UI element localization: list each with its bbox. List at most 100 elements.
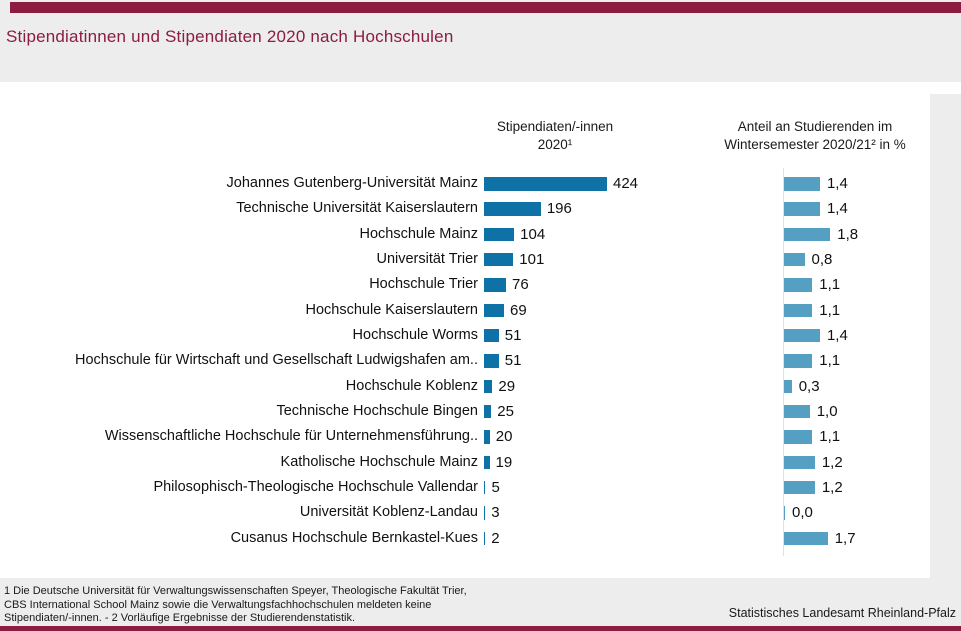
count-value: 196 <box>546 200 572 218</box>
percent-bar <box>784 379 792 394</box>
percent-value: 1,8 <box>837 225 859 243</box>
percent-bar <box>784 227 831 242</box>
percent-bar <box>784 531 828 546</box>
count-bar <box>484 480 486 495</box>
count-value: 19 <box>495 453 513 471</box>
table-row: Johannes Gutenberg-Universität Mainz 424 1… <box>0 171 961 196</box>
percent-bar <box>784 303 813 318</box>
category-label: Hochschule Worms <box>352 326 478 343</box>
table-row: Hochschule Worms 51 1,4 <box>0 323 961 348</box>
count-value: 5 <box>491 478 500 496</box>
category-label: Universität Trier <box>376 250 478 267</box>
count-bar <box>484 227 515 242</box>
percent-bar <box>784 455 815 470</box>
footnote: 1 Die Deutsche Universität für Verwaltun… <box>4 585 467 625</box>
count-bar <box>484 455 490 470</box>
percent-bar <box>784 480 815 495</box>
count-bar <box>484 506 486 520</box>
percent-value: 1,4 <box>826 175 848 192</box>
count-bar <box>484 177 607 191</box>
count-value: 51 <box>504 352 522 370</box>
count-value: 20 <box>495 428 513 446</box>
count-bar <box>484 303 505 318</box>
percent-value: 1,4 <box>826 326 848 344</box>
category-label: Hochschule Mainz <box>359 225 478 242</box>
percent-bar <box>784 177 820 191</box>
table-row: Hochschule Trier 76 1,1 <box>0 272 961 297</box>
count-bar <box>484 379 493 394</box>
top-accent-bar <box>10 2 961 13</box>
table-row: Cusanus Hochschule Bernkastel-Kues 2 1,7 <box>0 526 961 551</box>
table-row: Wissenschaftliche Hochschule für Unterne… <box>0 424 961 449</box>
table-row: Hochschule Kaiserslautern 69 1,1 <box>0 298 961 323</box>
category-label: Hochschule für Wirtschaft und Gesellscha… <box>75 352 478 369</box>
count-bar <box>484 354 499 368</box>
column-header-count: Stipendiaten/-innen 2020¹ <box>496 119 614 152</box>
category-label: Universität Koblenz-Landau <box>299 504 478 521</box>
count-value: 3 <box>491 504 500 522</box>
count-value: 29 <box>498 377 516 395</box>
category-label: Katholische Hochschule Mainz <box>280 453 478 470</box>
count-value: 69 <box>510 301 527 319</box>
table-row: Universität Trier 101 0,8 <box>0 247 961 272</box>
category-label: Wissenschaftliche Hochschule für Unterne… <box>104 428 478 445</box>
category-label: Technische Hochschule Bingen <box>276 402 478 419</box>
chart-panel: Stipendiaten/-innen 2020¹ Anteil an Stud… <box>0 82 930 578</box>
percent-bar <box>784 278 813 292</box>
table-row: Technische Universität Kaiserslautern 196… <box>0 196 961 221</box>
category-label: Hochschule Trier <box>369 276 478 293</box>
percent-bar <box>784 430 813 444</box>
percent-bar <box>784 202 820 216</box>
table-row: Hochschule Mainz 104 1,8 <box>0 222 961 247</box>
bottom-accent-bar <box>0 626 961 631</box>
page-title: Stipendiatinnen und Stipendiaten 2020 na… <box>6 27 454 46</box>
count-value: 424 <box>613 175 639 192</box>
count-bar <box>484 404 492 419</box>
category-label: Hochschule Koblenz <box>345 377 478 394</box>
category-label: Technische Universität Kaiserslautern <box>236 200 478 217</box>
count-value: 101 <box>519 250 545 268</box>
table-row: Philosophisch-Theologische Hochschule Va… <box>0 475 961 500</box>
percent-value: 1,4 <box>826 200 848 218</box>
count-value: 51 <box>504 326 522 344</box>
count-value: 2 <box>491 529 500 547</box>
percent-value: 1,1 <box>819 301 841 319</box>
percent-value: 0,3 <box>798 377 820 395</box>
count-bar <box>484 531 486 546</box>
count-bar <box>484 328 499 343</box>
count-bar <box>484 430 490 444</box>
percent-bar <box>784 252 805 267</box>
percent-value: 1,7 <box>834 529 856 547</box>
count-value: 25 <box>497 402 514 420</box>
table-row: Hochschule Koblenz 29 0,3 <box>0 374 961 399</box>
count-value: 76 <box>512 276 529 294</box>
percent-value: 1,1 <box>819 352 841 370</box>
percent-bar <box>784 506 785 520</box>
percent-value: 0,0 <box>792 504 813 522</box>
category-label: Philosophisch-Theologische Hochschule Va… <box>153 478 478 495</box>
category-label: Johannes Gutenberg-Universität Mainz <box>226 175 478 191</box>
count-bar <box>484 278 507 292</box>
category-label: Cusanus Hochschule Bernkastel-Kues <box>230 529 478 546</box>
percent-value: 1,1 <box>819 428 841 446</box>
percent-value: 1,2 <box>821 453 843 471</box>
percent-value: 1,2 <box>821 478 843 496</box>
percent-value: 1,0 <box>816 402 838 420</box>
percent-axis-line <box>783 168 784 556</box>
percent-bar <box>784 404 810 419</box>
table-row: Universität Koblenz-Landau 3 0,0 <box>0 500 961 525</box>
column-header-percent: Anteil an Studierenden im Wintersemester… <box>724 119 906 152</box>
category-label: Hochschule Kaiserslautern <box>305 301 478 318</box>
table-row: Technische Hochschule Bingen 25 1,0 <box>0 399 961 424</box>
count-bar <box>484 252 514 267</box>
percent-value: 1,1 <box>819 276 841 294</box>
table-row: Hochschule für Wirtschaft und Gesellscha… <box>0 348 961 373</box>
count-value: 104 <box>520 225 546 243</box>
percent-bar <box>784 328 820 343</box>
table-row: Katholische Hochschule Mainz 19 1,2 <box>0 450 961 475</box>
percent-value: 0,8 <box>811 250 833 268</box>
source-label: Statistisches Landesamt Rheinland-Pfalz <box>728 606 956 620</box>
count-bar <box>484 202 541 216</box>
percent-bar <box>784 354 813 368</box>
